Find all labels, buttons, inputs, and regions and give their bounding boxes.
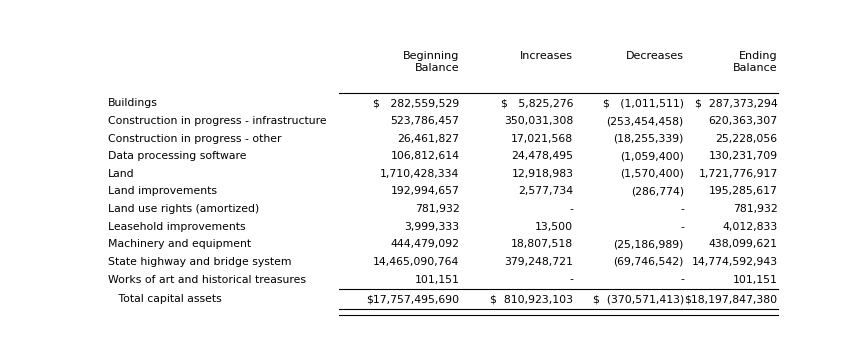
Text: $  287,373,294: $ 287,373,294 (695, 98, 778, 108)
Text: $18,197,847,380: $18,197,847,380 (684, 294, 778, 304)
Text: Leasehold improvements: Leasehold improvements (108, 222, 245, 232)
Text: (286,774): (286,774) (631, 187, 684, 196)
Text: -: - (569, 274, 574, 285)
Text: Construction in progress - other: Construction in progress - other (108, 134, 282, 144)
Text: State highway and bridge system: State highway and bridge system (108, 257, 291, 267)
Text: Ending
Balance: Ending Balance (733, 51, 778, 73)
Text: 379,248,721: 379,248,721 (505, 257, 574, 267)
Text: Beginning
Balance: Beginning Balance (403, 51, 460, 73)
Text: $  (370,571,413): $ (370,571,413) (593, 294, 684, 304)
Text: 26,461,827: 26,461,827 (397, 134, 460, 144)
Text: -: - (680, 222, 684, 232)
Text: $   (1,011,511): $ (1,011,511) (603, 98, 684, 108)
Text: $   5,825,276: $ 5,825,276 (501, 98, 574, 108)
Text: -: - (680, 204, 684, 214)
Text: (18,255,339): (18,255,339) (613, 134, 684, 144)
Text: 17,021,568: 17,021,568 (511, 134, 574, 144)
Text: 14,774,592,943: 14,774,592,943 (691, 257, 778, 267)
Text: 12,918,983: 12,918,983 (511, 169, 574, 179)
Text: (1,059,400): (1,059,400) (620, 151, 684, 161)
Text: 350,031,308: 350,031,308 (504, 116, 574, 126)
Text: (253,454,458): (253,454,458) (607, 116, 684, 126)
Text: Total capital assets: Total capital assets (108, 294, 222, 304)
Text: Data processing software: Data processing software (108, 151, 246, 161)
Text: Machinery and equipment: Machinery and equipment (108, 239, 251, 249)
Text: 620,363,307: 620,363,307 (708, 116, 778, 126)
Text: 24,478,495: 24,478,495 (511, 151, 574, 161)
Text: 18,807,518: 18,807,518 (511, 239, 574, 249)
Text: Land improvements: Land improvements (108, 187, 217, 196)
Text: Land: Land (108, 169, 135, 179)
Text: Works of art and historical treasures: Works of art and historical treasures (108, 274, 306, 285)
Text: 106,812,614: 106,812,614 (391, 151, 460, 161)
Text: 1,710,428,334: 1,710,428,334 (380, 169, 460, 179)
Text: 13,500: 13,500 (535, 222, 574, 232)
Text: 781,932: 781,932 (415, 204, 460, 214)
Text: Increases: Increases (520, 51, 574, 61)
Text: 14,465,090,764: 14,465,090,764 (373, 257, 460, 267)
Text: 781,932: 781,932 (733, 204, 778, 214)
Text: 195,285,617: 195,285,617 (708, 187, 778, 196)
Text: 101,151: 101,151 (415, 274, 460, 285)
Text: 25,228,056: 25,228,056 (715, 134, 778, 144)
Text: -: - (569, 204, 574, 214)
Text: $17,757,495,690: $17,757,495,690 (366, 294, 460, 304)
Text: Decreases: Decreases (626, 51, 684, 61)
Text: 3,999,333: 3,999,333 (404, 222, 460, 232)
Text: -: - (680, 274, 684, 285)
Text: $   282,559,529: $ 282,559,529 (373, 98, 460, 108)
Text: 130,231,709: 130,231,709 (708, 151, 778, 161)
Text: Construction in progress - infrastructure: Construction in progress - infrastructur… (108, 116, 327, 126)
Text: (1,570,400): (1,570,400) (620, 169, 684, 179)
Text: 1,721,776,917: 1,721,776,917 (698, 169, 778, 179)
Text: Buildings: Buildings (108, 98, 158, 108)
Text: (25,186,989): (25,186,989) (613, 239, 684, 249)
Text: 438,099,621: 438,099,621 (708, 239, 778, 249)
Text: 192,994,657: 192,994,657 (391, 187, 460, 196)
Text: $  810,923,103: $ 810,923,103 (491, 294, 574, 304)
Text: 4,012,833: 4,012,833 (722, 222, 778, 232)
Text: 101,151: 101,151 (733, 274, 778, 285)
Text: Land use rights (amortized): Land use rights (amortized) (108, 204, 259, 214)
Text: 523,786,457: 523,786,457 (391, 116, 460, 126)
Text: 2,577,734: 2,577,734 (518, 187, 574, 196)
Text: 444,479,092: 444,479,092 (391, 239, 460, 249)
Text: (69,746,542): (69,746,542) (613, 257, 684, 267)
